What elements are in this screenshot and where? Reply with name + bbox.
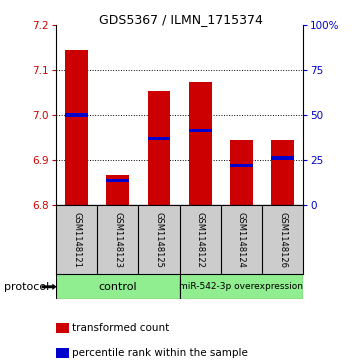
Text: miR-542-3p overexpression: miR-542-3p overexpression bbox=[179, 282, 303, 291]
Bar bbox=[230, 140, 253, 205]
Bar bbox=[189, 129, 212, 132]
Bar bbox=[106, 179, 129, 182]
Bar bbox=[189, 82, 212, 205]
Bar bbox=[271, 156, 294, 160]
Bar bbox=[180, 274, 303, 299]
Text: GDS5367 / ILMN_1715374: GDS5367 / ILMN_1715374 bbox=[99, 13, 262, 26]
Text: GSM1148122: GSM1148122 bbox=[196, 212, 205, 268]
Bar bbox=[65, 114, 88, 117]
Text: percentile rank within the sample: percentile rank within the sample bbox=[72, 348, 248, 358]
Text: protocol: protocol bbox=[4, 282, 49, 292]
Text: GSM1148124: GSM1148124 bbox=[237, 212, 246, 268]
Bar bbox=[271, 140, 294, 205]
Text: GSM1148121: GSM1148121 bbox=[72, 212, 81, 268]
Text: GSM1148125: GSM1148125 bbox=[155, 212, 164, 268]
Bar bbox=[148, 90, 170, 205]
Bar bbox=[56, 274, 180, 299]
Text: GSM1148123: GSM1148123 bbox=[113, 212, 122, 268]
Bar bbox=[65, 50, 88, 205]
Text: control: control bbox=[99, 282, 137, 292]
Bar bbox=[148, 137, 170, 140]
Text: transformed count: transformed count bbox=[72, 323, 169, 333]
Bar bbox=[106, 175, 129, 205]
Bar bbox=[230, 164, 253, 167]
Text: GSM1148126: GSM1148126 bbox=[278, 212, 287, 268]
